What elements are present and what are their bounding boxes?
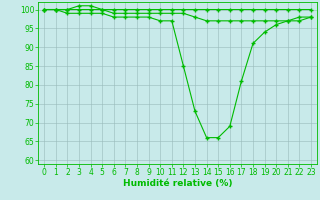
X-axis label: Humidité relative (%): Humidité relative (%) bbox=[123, 179, 232, 188]
